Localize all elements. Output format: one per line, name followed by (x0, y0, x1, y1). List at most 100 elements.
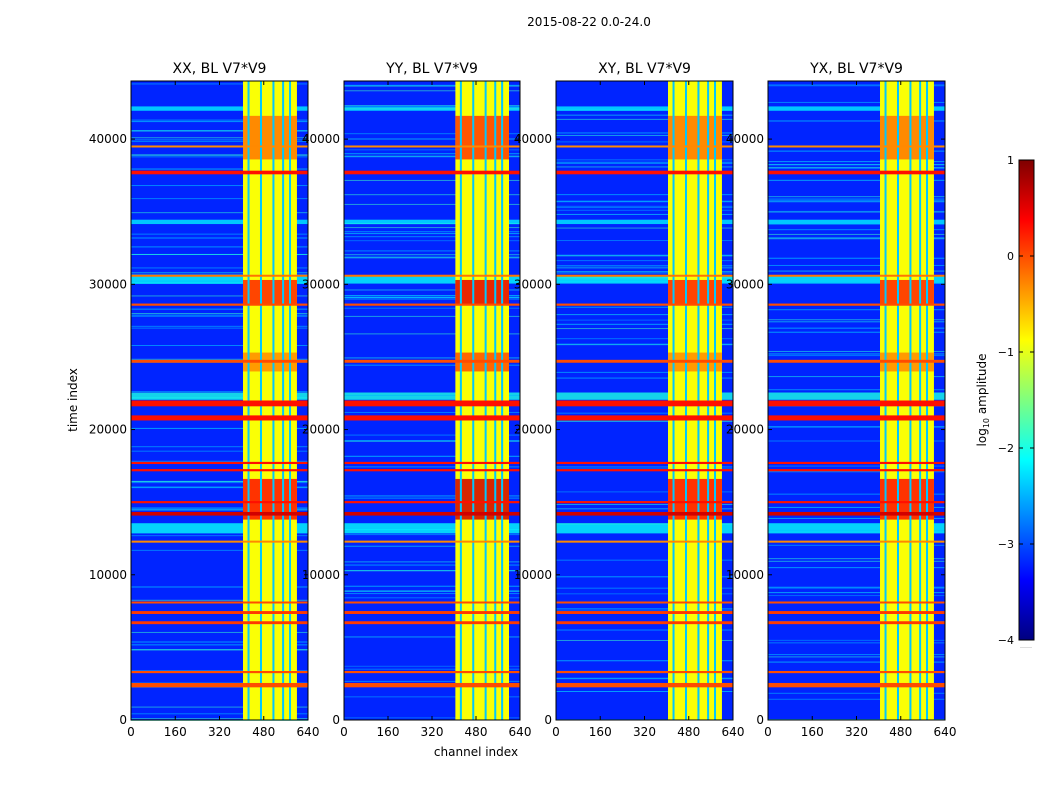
hot-block (455, 115, 509, 160)
texture-line (556, 576, 733, 578)
y-tick-label: 20000 (89, 423, 127, 437)
texture-line (768, 238, 945, 240)
rfi-row (344, 145, 520, 148)
texture-line (131, 486, 308, 488)
texture-line (131, 535, 308, 537)
texture-line (556, 412, 733, 414)
colorbar-extra-text: …… (1020, 643, 1032, 650)
texture-line (768, 567, 945, 569)
texture-line (344, 593, 520, 595)
texture-line (768, 150, 945, 152)
texture-line (131, 427, 308, 429)
texture-line (556, 267, 733, 269)
cyan-row (768, 392, 945, 400)
hot-block (880, 279, 934, 305)
rfi-row (344, 461, 520, 465)
rfi-row (768, 611, 945, 614)
cyan-row (344, 219, 520, 225)
y-tick-label: 30000 (302, 277, 340, 291)
texture-line (556, 227, 733, 229)
y-tick-label: 40000 (726, 132, 764, 146)
texture-line (131, 586, 308, 588)
texture-line (344, 597, 520, 599)
texture-line (344, 590, 520, 592)
texture-line (556, 338, 733, 340)
texture-line (556, 207, 733, 209)
texture-line (131, 212, 308, 214)
rfi-row (556, 540, 733, 543)
texture-line (556, 161, 733, 163)
texture-line (768, 321, 945, 323)
texture-line (131, 280, 308, 282)
texture-line (556, 660, 733, 662)
texture-line (344, 364, 520, 366)
texture-line (131, 599, 308, 601)
texture-line (768, 331, 945, 333)
rfi-row (131, 611, 308, 614)
texture-line (768, 471, 945, 473)
texture-line (768, 661, 945, 663)
hot-block (880, 115, 934, 160)
suptitle: 2015-08-22 0.0-24.0 (527, 15, 651, 29)
texture-line (556, 609, 733, 611)
texture-line (768, 586, 945, 588)
x-tick-label: 480 (677, 725, 700, 739)
rfi-row (768, 682, 945, 688)
rfi-row (768, 469, 945, 472)
texture-line (344, 534, 520, 536)
texture-line (556, 272, 733, 274)
texture-line (556, 194, 733, 196)
cyan-row (131, 523, 308, 534)
texture-line (344, 153, 520, 155)
texture-line (344, 233, 520, 235)
colorbar-label-sub: 10 (982, 418, 991, 428)
texture-line (556, 255, 733, 257)
x-tick-label: 640 (297, 725, 320, 739)
texture-line (344, 315, 520, 317)
texture-line (131, 273, 308, 275)
y-tick-label: 40000 (514, 132, 552, 146)
texture-line (344, 194, 520, 196)
cyan-row (344, 276, 520, 284)
x-tick-label: 480 (465, 725, 488, 739)
texture-line (344, 440, 520, 442)
x-tick-label: 320 (633, 725, 656, 739)
texture-line (556, 377, 733, 379)
texture-line (344, 231, 520, 233)
rfi-row (556, 511, 733, 516)
texture-line (556, 240, 733, 242)
texture-line (131, 137, 308, 139)
y-axis-label: time index (66, 368, 80, 432)
rfi-row (131, 540, 308, 543)
texture-line (131, 315, 308, 317)
rfi-row (131, 601, 308, 604)
y-tick-label: 10000 (302, 568, 340, 582)
rfi-row (344, 359, 520, 363)
texture-line (344, 636, 520, 638)
panel-title: YY, BL V7*V9 (385, 61, 478, 77)
rfi-row (768, 303, 945, 306)
y-tick-label: 10000 (514, 568, 552, 582)
texture-line (556, 504, 733, 506)
y-tick-label: 40000 (302, 132, 340, 146)
texture-line (344, 357, 520, 359)
texture-line (556, 678, 733, 680)
y-tick-label: 20000 (514, 423, 552, 437)
texture-line (556, 467, 733, 469)
texture-line (344, 564, 520, 566)
texture-line (768, 642, 945, 644)
rfi-row (768, 501, 945, 504)
rfi-row (131, 682, 308, 688)
texture-line (556, 277, 733, 279)
rfi-row (556, 682, 733, 688)
texture-line (768, 282, 945, 284)
hot-block (668, 279, 722, 305)
rfi-row (556, 359, 733, 363)
texture-line (768, 465, 945, 467)
texture-line (768, 198, 945, 200)
x-tick-label: 480 (252, 725, 275, 739)
texture-line (768, 376, 945, 378)
rfi-row (556, 601, 733, 604)
rfi-row (556, 274, 733, 277)
texture-line (768, 196, 945, 198)
